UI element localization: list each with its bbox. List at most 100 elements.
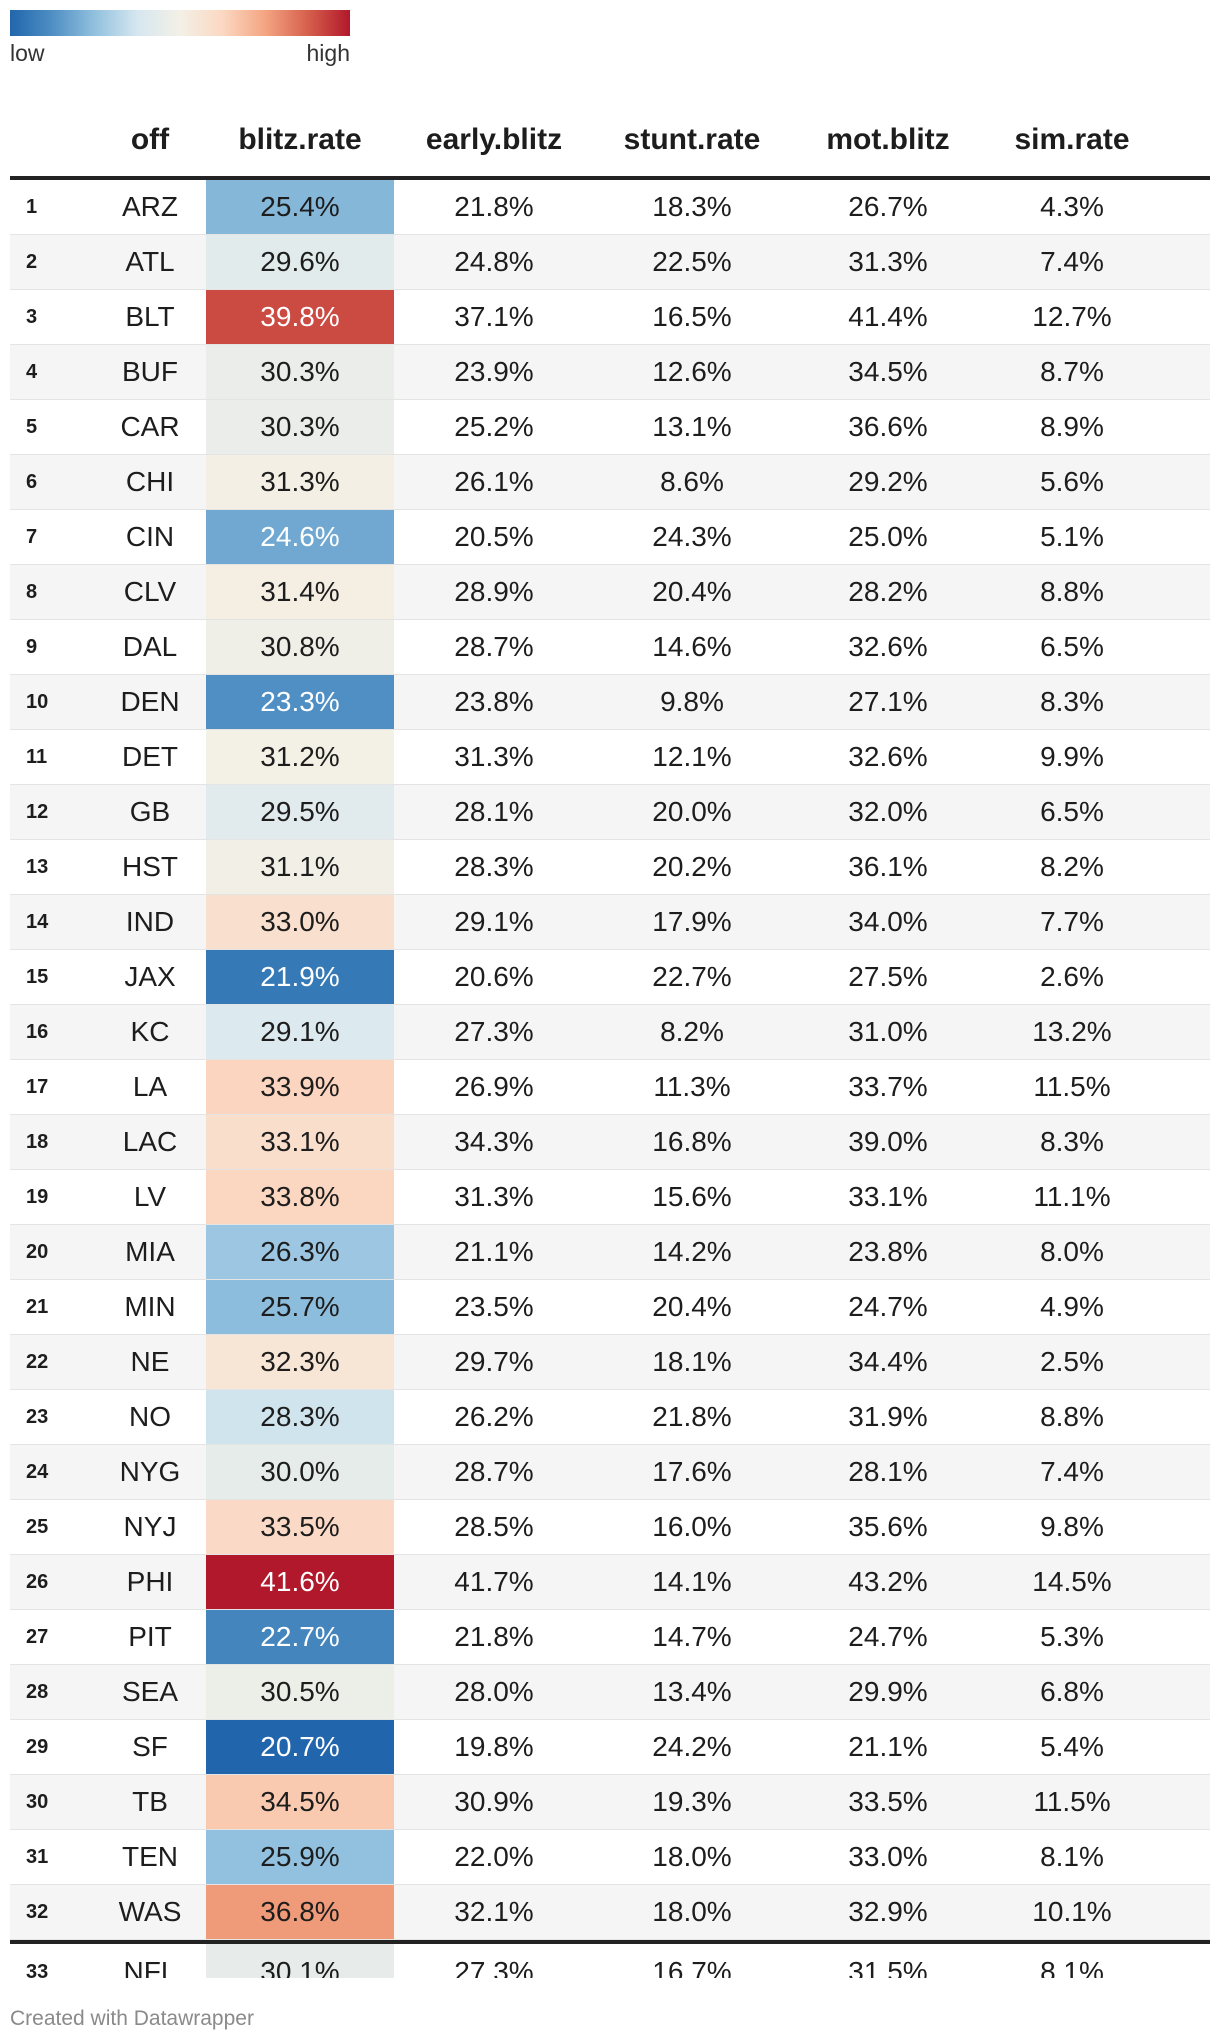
- blitz-rate-cell: 36.8%: [206, 1885, 394, 1939]
- header-mot-blitz[interactable]: mot.blitz: [826, 123, 950, 156]
- stunt-rate-cell: 18.1%: [652, 1346, 732, 1377]
- team-abbr: DET: [122, 741, 178, 772]
- stunt-rate-cell: 18.0%: [652, 1841, 732, 1872]
- row-rank: 23: [26, 1405, 49, 1428]
- mot-blitz-cell: 33.1%: [848, 1181, 928, 1212]
- header-blitz-rate[interactable]: blitz.rate: [238, 123, 362, 156]
- stunt-rate-cell: 16.5%: [652, 301, 732, 332]
- mot-blitz-cell: 27.1%: [848, 686, 928, 717]
- team-abbr: NYJ: [123, 1511, 177, 1542]
- mot-blitz-cell: 41.4%: [848, 301, 928, 332]
- blitz-rate-cell: 31.4%: [206, 565, 394, 619]
- mot-blitz-cell: 33.5%: [848, 1786, 928, 1817]
- team-abbr: PHI: [126, 1566, 174, 1597]
- table-row: 23 NO 28.3% 26.2% 21.8% 31.9% 8.8%: [10, 1390, 1210, 1445]
- team-abbr: DEN: [120, 686, 180, 717]
- early-blitz-cell: 23.8%: [454, 686, 534, 717]
- stunt-rate-cell: 14.1%: [652, 1566, 732, 1597]
- blitz-rate-cell: 41.6%: [206, 1555, 394, 1609]
- team-abbr: JAX: [124, 961, 176, 992]
- team-abbr: WAS: [118, 1896, 182, 1927]
- row-rank: 5: [26, 415, 38, 438]
- team-abbr: TB: [132, 1786, 168, 1817]
- row-rank: 4: [26, 360, 38, 383]
- blitz-rate-cell: 30.0%: [206, 1445, 394, 1499]
- sim-rate-cell: 8.8%: [1040, 576, 1104, 607]
- row-rank: 16: [26, 1020, 49, 1043]
- early-blitz-cell: 21.8%: [454, 1621, 534, 1652]
- early-blitz-cell: 27.3%: [454, 1016, 534, 1047]
- header-off[interactable]: off: [130, 123, 170, 156]
- early-blitz-cell: 31.3%: [454, 741, 534, 772]
- blitz-rate-cell: 29.6%: [206, 235, 394, 289]
- sim-rate-cell: 2.6%: [1040, 961, 1104, 992]
- header-stunt-rate[interactable]: stunt.rate: [623, 123, 761, 156]
- blitz-rate-cell: 30.5%: [206, 1665, 394, 1719]
- mot-blitz-cell: 32.0%: [848, 796, 928, 827]
- early-blitz-cell: 23.9%: [454, 356, 534, 387]
- sim-rate-cell: 6.8%: [1040, 1676, 1104, 1707]
- table-row: 7 CIN 24.6% 20.5% 24.3% 25.0% 5.1%: [10, 510, 1210, 565]
- header-rank[interactable]: [10, 98, 90, 176]
- table-row: 13 HST 31.1% 28.3% 20.2% 36.1% 8.2%: [10, 840, 1210, 895]
- row-rank: 29: [26, 1735, 49, 1758]
- blitz-rate-cell: 33.5%: [206, 1500, 394, 1554]
- sim-rate-cell: 2.5%: [1040, 1346, 1104, 1377]
- mot-blitz-cell: 36.6%: [848, 411, 928, 442]
- legend-low-label: low: [10, 40, 45, 66]
- header-fiv[interactable]: fiv: [1182, 98, 1210, 176]
- stunt-rate-cell: 16.8%: [652, 1126, 732, 1157]
- early-blitz-cell: 26.2%: [454, 1401, 534, 1432]
- table-row: 25 NYJ 33.5% 28.5% 16.0% 35.6% 9.8%: [10, 1500, 1210, 1555]
- sim-rate-cell: 9.9%: [1040, 741, 1104, 772]
- team-abbr: LA: [132, 1071, 168, 1102]
- sim-rate-cell: 8.0%: [1040, 1236, 1104, 1267]
- blitz-rate-cell: 30.8%: [206, 620, 394, 674]
- early-blitz-cell: 32.1%: [454, 1896, 534, 1927]
- early-blitz-cell: 26.9%: [454, 1071, 534, 1102]
- mot-blitz-cell: 24.7%: [848, 1621, 928, 1652]
- mot-blitz-cell: 31.3%: [848, 246, 928, 277]
- blitz-rate-cell: 29.1%: [206, 1005, 394, 1059]
- table-row: 22 NE 32.3% 29.7% 18.1% 34.4% 2.5%: [10, 1335, 1210, 1390]
- stunt-rate-cell: 15.6%: [652, 1181, 732, 1212]
- team-abbr: NYG: [119, 1456, 181, 1487]
- team-abbr: PIT: [128, 1621, 172, 1652]
- row-rank: 21: [26, 1295, 49, 1318]
- early-blitz-cell: 27.3%: [454, 1956, 534, 1978]
- sim-rate-cell: 8.7%: [1040, 356, 1104, 387]
- footer-credit: Created with Datawrapper: [10, 2007, 254, 2030]
- blitz-rate-cell: 24.6%: [206, 510, 394, 564]
- table-row: 3 BLT 39.8% 37.1% 16.5% 41.4% 12.7%: [10, 290, 1210, 345]
- row-rank: 6: [26, 470, 38, 493]
- mot-blitz-cell: 34.4%: [848, 1346, 928, 1377]
- team-abbr: CAR: [120, 411, 180, 442]
- early-blitz-cell: 21.8%: [454, 191, 534, 222]
- sim-rate-cell: 7.4%: [1040, 246, 1104, 277]
- header-early-blitz[interactable]: early.blitz: [425, 123, 563, 156]
- row-rank: 28: [26, 1680, 49, 1703]
- table-row: 2 ATL 29.6% 24.8% 22.5% 31.3% 7.4%: [10, 235, 1210, 290]
- blitz-rate-cell: 26.3%: [206, 1225, 394, 1279]
- mot-blitz-cell: 32.9%: [848, 1896, 928, 1927]
- table-row: 5 CAR 30.3% 25.2% 13.1% 36.6% 8.9%: [10, 400, 1210, 455]
- sim-rate-cell: 11.5%: [1033, 1786, 1111, 1817]
- table-row: 8 CLV 31.4% 28.9% 20.4% 28.2% 8.8%: [10, 565, 1210, 620]
- row-rank: 1: [26, 195, 38, 218]
- table-body: 1 ARZ 25.4% 21.8% 18.3% 26.7% 4.3% 2 ATL 29.6% 24.…: [10, 180, 1210, 1978]
- team-abbr: DAL: [122, 631, 178, 662]
- sim-rate-cell: 4.9%: [1040, 1291, 1104, 1322]
- sim-rate-cell: 6.5%: [1040, 631, 1104, 662]
- stunt-rate-cell: 12.1%: [652, 741, 732, 772]
- mot-blitz-cell: 24.7%: [848, 1291, 928, 1322]
- early-blitz-cell: 28.7%: [454, 631, 534, 662]
- early-blitz-cell: 28.5%: [454, 1511, 534, 1542]
- header-sim-rate[interactable]: sim.rate: [1014, 123, 1130, 156]
- table-row: 12 GB 29.5% 28.1% 20.0% 32.0% 6.5%: [10, 785, 1210, 840]
- blitz-rate-cell: 25.7%: [206, 1280, 394, 1334]
- early-blitz-cell: 28.7%: [454, 1456, 534, 1487]
- sim-rate-cell: 7.7%: [1040, 906, 1104, 937]
- stunt-rate-cell: 22.7%: [652, 961, 732, 992]
- team-abbr: ATL: [125, 246, 175, 277]
- early-blitz-cell: 34.3%: [454, 1126, 534, 1157]
